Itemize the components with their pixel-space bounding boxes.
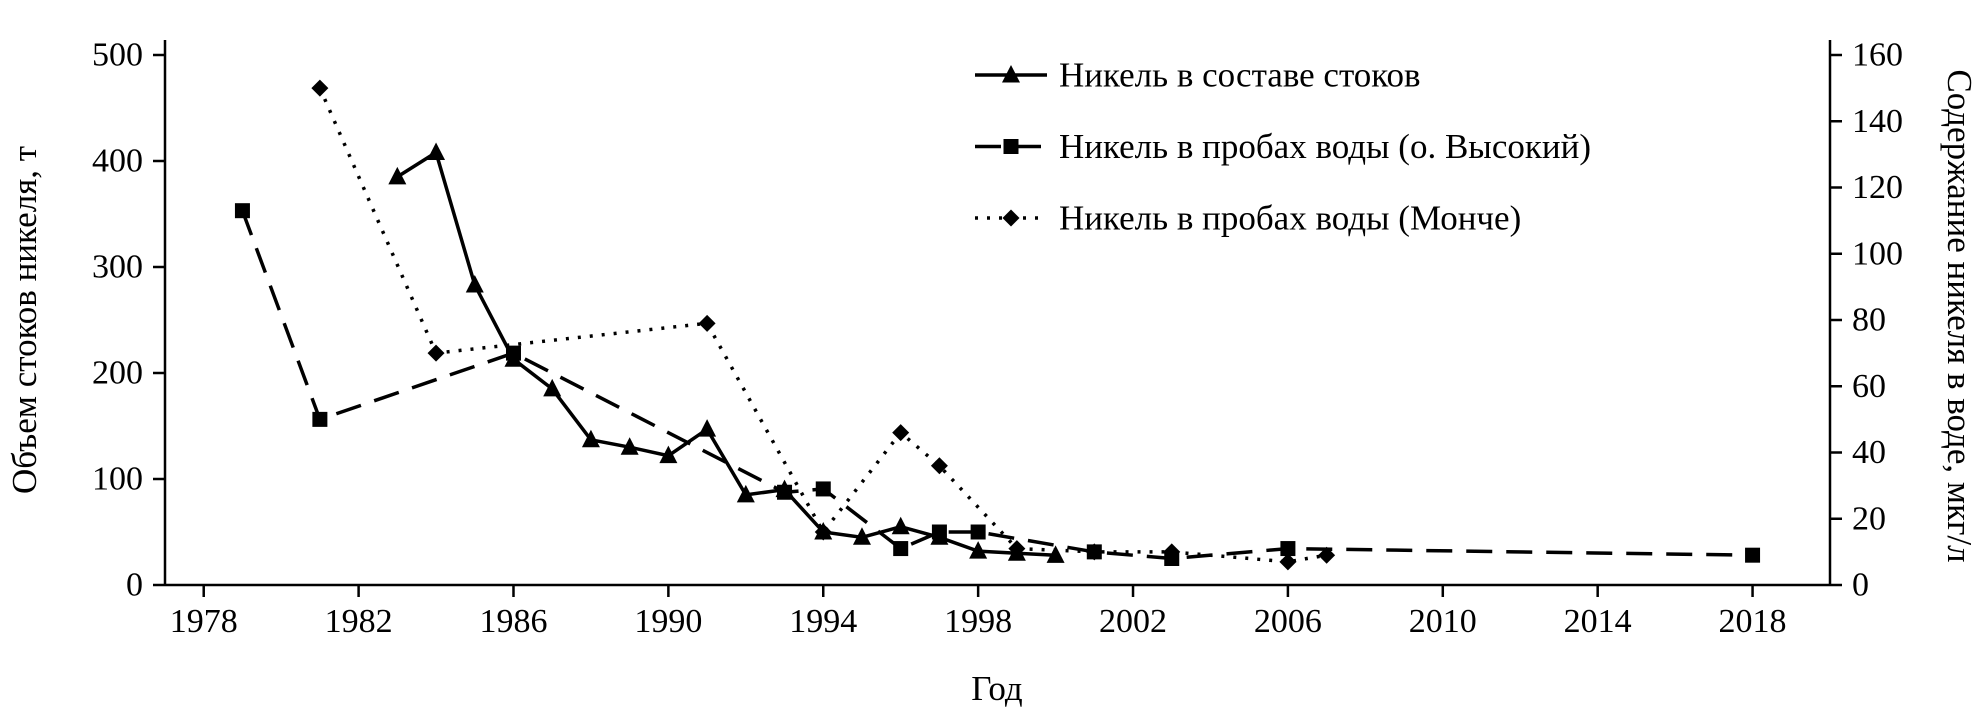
- x-tick-label: 1986: [479, 603, 547, 640]
- diamond-marker: [892, 424, 910, 442]
- diamond-marker: [1002, 209, 1020, 227]
- y-right-tick-label: 0: [1852, 567, 1869, 604]
- square-marker: [312, 411, 328, 427]
- y-left-tick-label: 100: [92, 461, 143, 498]
- y-right-tick-label: 100: [1852, 235, 1903, 272]
- y-right-tick-label: 40: [1852, 434, 1886, 471]
- x-tick-label: 2010: [1409, 603, 1477, 640]
- diamond-marker: [1008, 540, 1026, 558]
- chart-generated-content: 0 100 200 300 400 500 0 20 40 60 80 100 120 140 160 197…: [92, 37, 1903, 641]
- triangle-marker: [659, 445, 678, 464]
- diamond-marker: [698, 314, 716, 332]
- triangle-marker: [852, 527, 871, 545]
- triangle-marker: [388, 166, 407, 185]
- y-left-tick-label: 0: [126, 567, 143, 604]
- y-axis-title-left: Объем стоков никеля, т: [5, 146, 44, 494]
- square-marker: [777, 484, 793, 500]
- x-axis-title: Год: [971, 669, 1023, 708]
- series-1: [388, 142, 1065, 563]
- triangle-marker: [620, 437, 639, 455]
- x-tick-label: 1998: [944, 603, 1012, 640]
- x-tick-label: 1990: [634, 603, 702, 640]
- series-line: [396, 149, 1056, 558]
- square-marker: [815, 481, 831, 497]
- triangle-marker: [543, 378, 562, 397]
- square-marker: [970, 524, 986, 540]
- y-right-tick-label: 20: [1852, 500, 1886, 537]
- y-right-tick-label: 80: [1852, 302, 1886, 339]
- triangle-marker: [1002, 65, 1020, 83]
- legend-label: Никель в пробах воды (Монче): [1059, 199, 1521, 238]
- y-left-tick-label: 500: [92, 37, 143, 74]
- y-axis-title-right: Содержание никеля в воде, мкг/л: [1940, 69, 1979, 562]
- triangle-marker: [891, 516, 910, 535]
- x-tick-label: 2018: [1719, 603, 1787, 640]
- y-left-tick-label: 200: [92, 355, 143, 392]
- diamond-marker: [1163, 543, 1181, 561]
- square-marker: [505, 345, 521, 361]
- legend-label: Никель в составе стоков: [1059, 56, 1421, 95]
- series-2: [234, 203, 1761, 566]
- x-tick-label: 2014: [1564, 603, 1632, 640]
- axes: [163, 40, 1832, 587]
- triangle-marker: [1046, 545, 1065, 563]
- triangle-marker: [465, 275, 484, 293]
- y-left-tick-label: 400: [92, 143, 143, 180]
- square-marker: [1003, 139, 1019, 154]
- square-marker: [1745, 547, 1761, 563]
- diamond-marker: [814, 523, 832, 541]
- x-tick-label: 2006: [1254, 603, 1322, 640]
- square-marker: [893, 541, 909, 557]
- diamond-marker: [311, 79, 329, 97]
- x-tick-label: 1982: [325, 603, 393, 640]
- y-left-tick-label: 300: [92, 249, 143, 286]
- diamond-marker: [1279, 553, 1297, 571]
- diamond-marker: [427, 344, 445, 362]
- series-3: [311, 79, 1336, 571]
- y-right-tick-label: 120: [1852, 169, 1903, 206]
- legend: Никель в составе стоков Никель в пробах в…: [975, 56, 1591, 238]
- diamond-marker: [1318, 546, 1336, 564]
- y-right-tick-label: 140: [1852, 103, 1903, 140]
- diamond-marker: [1085, 543, 1103, 561]
- triangle-marker: [969, 541, 988, 559]
- y-right-tick-label: 60: [1852, 368, 1886, 405]
- series-line: [240, 210, 1753, 561]
- diamond-marker: [930, 457, 948, 475]
- series-line: [318, 87, 1327, 564]
- x-tick-label: 1978: [170, 603, 238, 640]
- square-marker: [1280, 541, 1296, 557]
- legend-label: Никель в пробах воды (о. Высокий): [1059, 127, 1591, 166]
- x-tick-label: 1994: [789, 603, 857, 640]
- square-marker: [234, 203, 250, 219]
- triangle-marker: [736, 484, 755, 503]
- triangle-marker: [698, 419, 717, 437]
- triangle-marker: [581, 429, 600, 448]
- y-right-tick-label: 160: [1852, 37, 1903, 74]
- triangle-marker: [427, 142, 446, 161]
- square-marker: [931, 524, 947, 540]
- x-tick-label: 2002: [1099, 603, 1167, 640]
